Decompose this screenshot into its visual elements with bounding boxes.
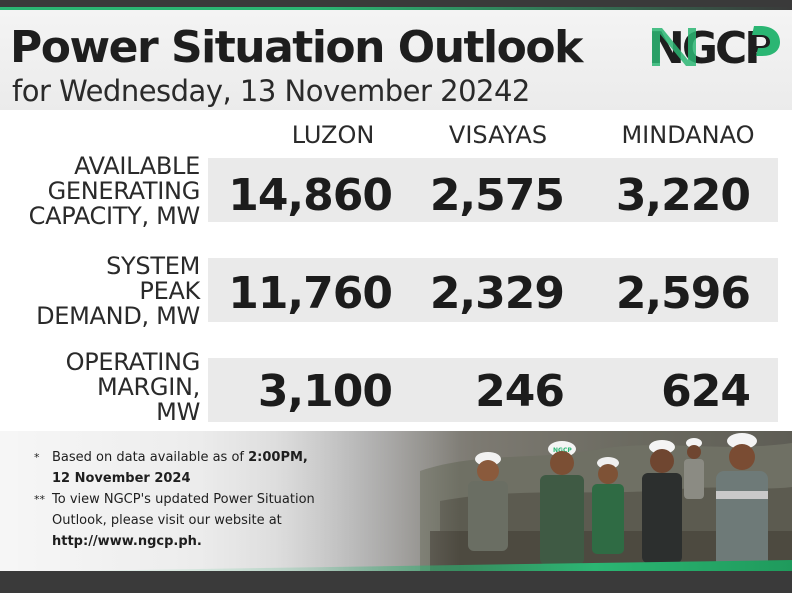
website-link[interactable]: http://www.ngcp.ph. bbox=[52, 534, 202, 549]
hardhat-logo: NGCP bbox=[553, 447, 572, 454]
footnote-data-timestamp: * Based on data available as of 2:00PM, … bbox=[34, 447, 364, 489]
value-visayas-peak-demand: 2,329 bbox=[429, 268, 565, 319]
asterisk-mark: * bbox=[34, 451, 40, 464]
column-header-luzon: LUZON bbox=[291, 121, 375, 149]
row-label-line: PEAK bbox=[139, 277, 200, 305]
linemen-illustration: NGCP bbox=[420, 433, 792, 571]
row-label-peak-demand: SYSTEM PEAK DEMAND, MW bbox=[0, 254, 200, 329]
bottom-strip bbox=[0, 571, 792, 593]
footnote-date: 12 November 2024 bbox=[52, 471, 191, 486]
value-mindanao-available-capacity: 3,220 bbox=[615, 170, 751, 221]
value-luzon-available-capacity: 14,860 bbox=[228, 170, 393, 221]
ngcp-logo: NGCP bbox=[648, 18, 780, 74]
row-band-operating-margin bbox=[208, 358, 778, 422]
footnote-website: ** To view NGCP's updated Power Situatio… bbox=[34, 489, 364, 552]
worker-figures: NGCP bbox=[468, 433, 768, 571]
row-label-line: SYSTEM bbox=[106, 252, 200, 280]
top-green-accent bbox=[0, 7, 792, 10]
column-header-mindanao: MINDANAO bbox=[621, 121, 755, 149]
page-title: Power Situation Outlook bbox=[10, 22, 583, 73]
page-subtitle: for Wednesday, 13 November 20242 bbox=[12, 74, 530, 108]
double-asterisk-mark: ** bbox=[34, 493, 45, 506]
value-visayas-operating-margin: 246 bbox=[475, 366, 565, 417]
row-label-line: DEMAND, MW bbox=[36, 302, 200, 330]
row-label-line: MARGIN, bbox=[97, 373, 200, 401]
row-label-available-capacity: AVAILABLE GENERATING CAPACITY, MW bbox=[0, 152, 201, 230]
row-label-line: AVAILABLE bbox=[74, 152, 200, 180]
footnote-text: Based on data available as of bbox=[52, 450, 249, 465]
row-band-peak-demand bbox=[208, 258, 778, 322]
row-label-line: MW bbox=[156, 398, 200, 426]
footer-photo-linemen: NGCP bbox=[0, 431, 792, 571]
row-label-line: GENERATING bbox=[47, 177, 201, 205]
value-visayas-available-capacity: 2,575 bbox=[429, 170, 565, 221]
row-label-operating-margin: OPERATING MARGIN, MW bbox=[0, 348, 201, 426]
row-label-line: CAPACITY, MW bbox=[28, 202, 201, 230]
value-mindanao-operating-margin: 624 bbox=[661, 366, 751, 417]
footnote-time: 2:00PM, bbox=[248, 450, 308, 465]
value-mindanao-peak-demand: 2,596 bbox=[615, 268, 751, 319]
row-label-line: OPERATING bbox=[65, 348, 201, 376]
value-luzon-operating-margin: 3,100 bbox=[257, 366, 393, 417]
top-strip bbox=[0, 0, 792, 10]
ngcp-logo-mark: NGCP bbox=[648, 23, 780, 74]
photo-light-overlay bbox=[0, 431, 460, 571]
header: Power Situation Outlook for Wednesday, 1… bbox=[0, 10, 792, 110]
column-header-visayas: VISAYAS bbox=[448, 121, 548, 149]
row-band-available-capacity bbox=[208, 158, 778, 222]
value-luzon-peak-demand: 11,760 bbox=[228, 268, 393, 319]
footnote-text: To view NGCP's updated Power Situation O… bbox=[52, 492, 315, 528]
footnotes: * Based on data available as of 2:00PM, … bbox=[34, 447, 364, 552]
